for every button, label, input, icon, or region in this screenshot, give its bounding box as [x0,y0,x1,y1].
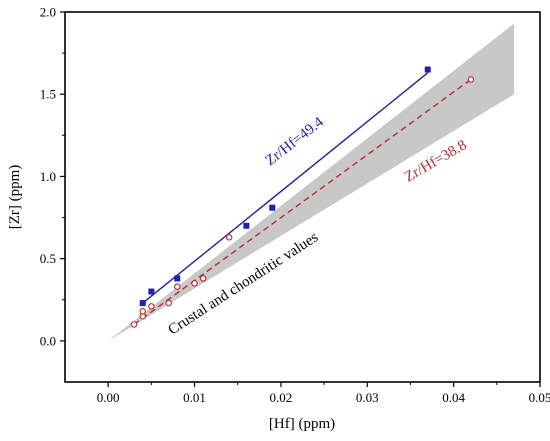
y-axis-label: [Zr] (ppm) [7,165,23,230]
crustal-chondritic-band [108,23,515,341]
y-ticks: 0.0 0.5 1.0 1.5 2.0 [40,5,65,348]
plot-frame [64,11,541,383]
data-point-circle [148,303,155,310]
data-point-circle [130,321,138,328]
data-point-square [148,288,155,295]
x-tick-label: 0.02 [270,390,293,405]
data-point-square [139,300,146,307]
x-ticks: 0.00 0.01 0.02 0.03 0.04 0.05 [97,382,550,405]
data-point-square [174,275,181,282]
data-point-circle [199,275,207,282]
x-tick-label: 0.04 [442,390,465,405]
fit-lines [133,72,472,326]
data-point-square [424,66,431,73]
x-tick-label: 0.03 [356,390,379,405]
x-tick-label: 0.01 [183,390,206,405]
y-tick-label: 1.5 [40,87,56,102]
x-tick-label: 0.00 [97,390,120,405]
y-tick-label: 0.5 [40,251,56,266]
y-tick-label: 2.0 [40,5,56,20]
annotation-blue-ratio: Zr/Hf=49.4 [263,114,328,169]
data-point-circle [191,280,198,287]
x-axis-label: [Hf] (ppm) [269,416,335,432]
data-point-circle [174,283,181,290]
fit-line-red [133,78,472,326]
markers [130,66,475,328]
x-tick-label: 0.05 [529,390,550,405]
data-point-circle [139,308,146,315]
data-point-square [243,222,250,229]
data-point-circle [225,234,233,241]
band-layer [108,23,515,341]
fit-line-blue [142,72,429,304]
y-tick-label: 1.0 [40,169,56,184]
data-point-circle [467,76,475,83]
data-point-circle [165,299,172,307]
y-tick-label: 0.0 [40,333,56,348]
data-point-square [269,204,276,211]
